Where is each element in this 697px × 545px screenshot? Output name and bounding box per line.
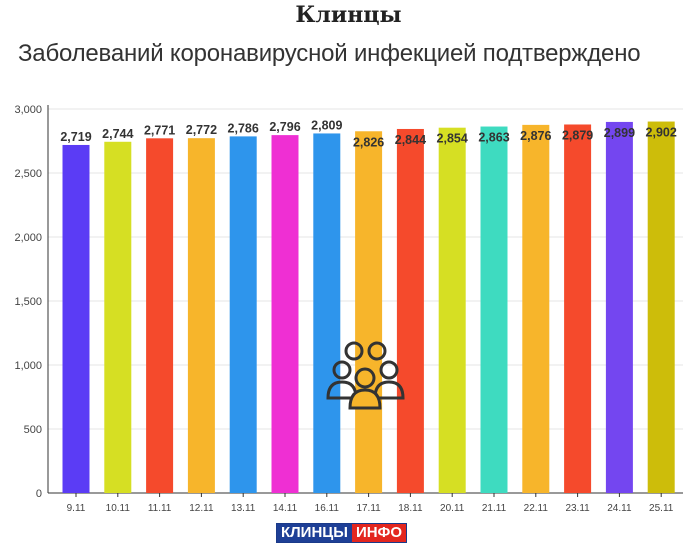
data-label: 2,771 [144,123,175,137]
x-tick-label: 10.11 [106,503,131,514]
data-label: 2,844 [395,133,426,147]
bars [62,121,675,494]
bar [396,128,424,493]
bar [522,124,550,493]
y-tick-label: 0 [36,488,42,500]
data-label: 2,809 [311,118,342,132]
x-tick-label: 20.11 [440,503,465,514]
x-tick-label: 21.11 [482,503,507,514]
site-logo: КЛИНЦЫ ИНФО [276,523,408,543]
bar [355,131,383,493]
bar [146,138,174,493]
people-group-icon [326,341,405,410]
y-tick-label: 1,500 [14,296,42,308]
x-tick-label: 16.11 [315,503,340,514]
y-tick-label: 2,500 [14,168,42,180]
data-label: 2,744 [102,127,133,141]
bar [480,126,508,493]
data-label: 2,786 [228,121,259,135]
y-tick-labels: 0 500 1,000 1,500 2,000 2,500 3,000 [14,104,42,500]
bar [564,124,592,493]
data-label: 2,863 [478,131,509,145]
x-tick-label: 24.11 [607,503,632,514]
data-labels: 2,719 2,744 2,771 2,772 2,786 2,796 2,809 2,826… [60,118,677,149]
logo-part-2: ИНФО [351,524,407,542]
y-tick-label: 3,000 [14,104,42,116]
chart-title: Клинцы [295,2,402,28]
x-tick-label: 17.11 [356,503,381,514]
y-tick-label: 500 [24,424,42,436]
bar [313,133,341,493]
bar [104,141,132,493]
logo-part-1: КЛИНЦЫ [277,524,352,542]
bar [438,127,466,494]
x-tick-label: 25.11 [649,503,674,514]
data-label: 2,826 [353,135,384,149]
x-tick-label: 22.11 [524,503,549,514]
data-label: 2,876 [520,129,551,143]
x-tick-label: 14.11 [273,503,298,514]
bar [187,138,215,493]
x-tick-label: 23.11 [565,503,590,514]
x-tick-label: 12.11 [189,503,214,514]
data-label: 2,879 [562,128,593,142]
bar [229,136,257,493]
data-label: 2,854 [437,132,468,146]
bar [605,121,633,493]
x-tick-label: 11.11 [148,503,172,514]
bar [647,121,675,493]
data-label: 2,899 [604,126,635,140]
data-label: 2,719 [60,130,91,144]
data-label: 2,902 [646,126,677,140]
chart-subtitle: Заболеваний коронавирусной инфекцией под… [18,40,641,67]
x-tick-labels: 9.11 10.11 11.11 12.11 13.11 14.11 16.11 17.11 1… [67,503,674,514]
y-tick-label: 2,000 [14,232,42,244]
x-tick-label: 18.11 [398,503,423,514]
data-label: 2,772 [186,123,217,137]
bar [62,144,90,493]
x-tick-label: 13.11 [231,503,256,514]
y-tick-label: 1,000 [14,360,42,372]
x-tick-label: 9.11 [67,503,86,514]
data-label: 2,796 [269,120,300,134]
bar [271,135,299,493]
